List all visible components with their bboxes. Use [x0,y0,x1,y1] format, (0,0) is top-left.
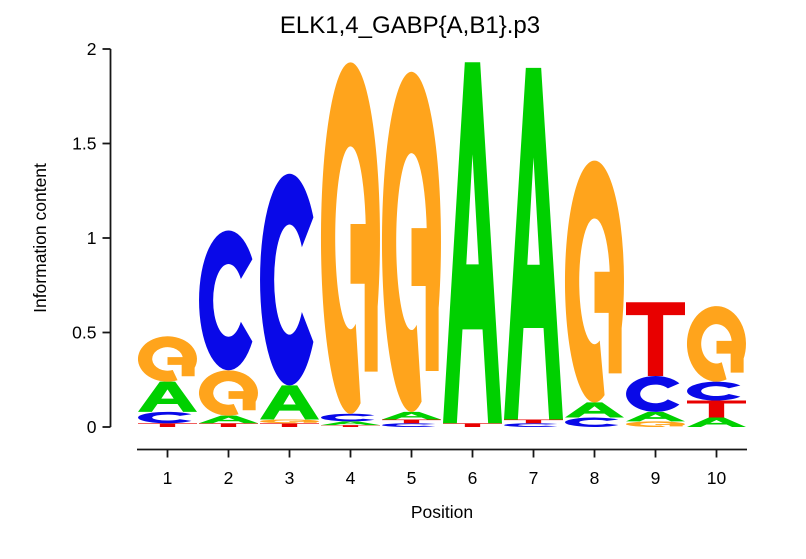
x-tick-label: 6 [468,468,478,488]
logo-letter-T-pos2 [199,423,258,427]
logo-letter-A-pos5 [382,411,441,420]
x-tick-label: 1 [163,468,173,488]
logo-position-2 [198,230,258,427]
logo-letter-A-pos9 [626,411,685,422]
x-tick-label: 7 [529,468,539,488]
x-axis-title: Position [411,502,473,522]
logo-position-1 [137,336,197,427]
logo-letter-A-pos2 [199,415,258,424]
logo-letter-G-pos2 [198,370,258,416]
logo-letter-T-pos4 [321,425,380,427]
x-tick-label: 8 [590,468,600,488]
logo-letter-G-pos3 [259,419,319,424]
logo-letter-A-pos1 [138,381,197,412]
logo-letter-G-pos1 [137,336,197,382]
logo-letter-C-pos8 [565,417,619,427]
x-tick-label: 9 [651,468,661,488]
logo-letter-C-pos2 [199,230,253,371]
logo-letter-T-pos1 [138,423,197,427]
logo-letter-T-pos5 [382,419,441,424]
logo-stacks [137,62,746,428]
logo-letter-C-pos5 [382,423,436,427]
y-tick-label: 0.5 [72,323,96,343]
logo-letter-T-pos9 [626,302,685,376]
chart-title: ELK1,4_GABP{A,B1}.p3 [280,12,540,39]
logo-letter-T-pos10 [687,400,746,418]
logo-letter-G-pos9 [625,421,685,428]
logo-letter-A-pos6 [443,62,502,424]
logo-letter-G-pos4 [320,62,380,414]
x-tick-label: 4 [346,468,356,488]
logo-letter-G-pos5 [381,71,441,412]
x-tick-label: 2 [224,468,234,488]
logo-position-10 [686,306,746,427]
logo-position-8 [564,160,624,427]
y-tick-label: 1 [87,228,97,248]
logo-position-9 [625,302,685,428]
y-tick-label: 2 [87,39,97,59]
logo-letter-A-pos4 [321,421,380,426]
logo-letter-C-pos10 [687,381,741,401]
logo-letter-A-pos7 [504,67,563,420]
y-axis-title: Information content [30,163,50,313]
logo-letter-G-pos10 [686,306,746,382]
logo-position-6 [443,62,502,427]
logo-position-5 [381,71,441,427]
logo-letter-G-pos8 [564,160,624,403]
logo-letter-A-pos3 [260,385,319,420]
logo-letter-C-pos7 [504,423,558,427]
y-axis: 0 0.5 1 1.5 2 [72,39,112,437]
logo-letter-A-pos10 [687,417,746,427]
logo-letter-T-pos3 [260,423,319,427]
logo-letter-T-pos6 [443,423,502,427]
y-tick-label: 0 [87,417,97,437]
logo-position-3 [259,173,319,427]
logo-position-4 [320,62,380,427]
x-tick-label: 3 [285,468,295,488]
logo-position-7 [504,67,563,427]
logo-letter-T-pos7 [504,419,563,424]
logo-letter-C-pos9 [626,375,680,412]
logo-letter-C-pos3 [260,173,314,386]
y-tick-label: 1.5 [72,134,96,154]
x-tick-label: 10 [707,468,727,488]
logo-letter-C-pos4 [321,413,375,422]
x-axis: 1 2 3 4 5 6 7 8 9 10 [137,448,747,488]
x-tick-label: 5 [407,468,417,488]
logo-letter-A-pos8 [565,402,624,418]
logo-letter-C-pos1 [138,411,192,424]
